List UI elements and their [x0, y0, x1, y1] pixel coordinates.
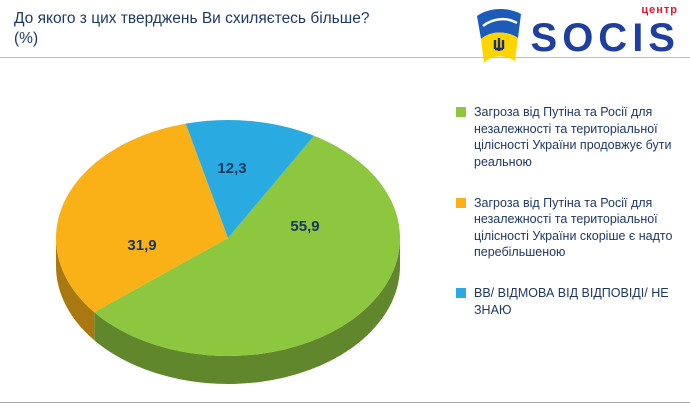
legend-swatch-blue	[456, 288, 466, 298]
legend-swatch-orange	[456, 197, 466, 208]
brand-sub-label: центр	[641, 4, 678, 16]
pie-slice	[55, 123, 228, 313]
legend-swatch-green	[456, 107, 466, 117]
legend-item: Загроза від Путіна та Росії для незалежн…	[456, 195, 687, 262]
legend-label: ВВ/ ВІДМОВА ВІД ВІДПОВІДІ/ НЕ ЗНАЮ	[474, 286, 669, 317]
legend-item: Загроза від Путіна та Росії для незалежн…	[456, 104, 687, 171]
emblem-trident-icon	[493, 38, 504, 51]
header-divider	[0, 57, 690, 58]
chart-title: До якого з цих тверджень Ви схиляєтесь б…	[14, 10, 370, 48]
brand-logo: центр SOCIS	[473, 4, 680, 68]
pie-chart: 55,9 31,9 12,3	[55, 120, 400, 384]
emblem-flag-blue	[476, 8, 521, 39]
brand-wordmark-wrap: центр SOCIS	[531, 4, 680, 58]
legend-item: ВВ/ ВІДМОВА ВІД ВІДПОВІДІ/ НЕ ЗНАЮ	[456, 285, 687, 318]
pie-slice	[94, 135, 400, 356]
pie-value-label: 55,9	[290, 218, 319, 235]
pie-value-label: 31,9	[127, 237, 156, 254]
legend-label: Загроза від Путіна та Росії для незалежн…	[474, 105, 672, 169]
socis-emblem	[476, 8, 521, 63]
pie-value-label: 12,3	[217, 160, 246, 177]
pie-slice-side	[56, 238, 95, 341]
pie-slice-side	[94, 238, 400, 384]
chart-legend: Загроза від Путіна та Росії для незалежн…	[456, 104, 687, 318]
brand-wordmark: SOCIS	[530, 16, 680, 60]
legend-label: Загроза від Путіна та Росії для незалежн…	[474, 195, 673, 260]
emblem-script-stroke	[481, 18, 518, 27]
pie-slice	[185, 120, 314, 238]
footer-divider	[0, 402, 690, 403]
